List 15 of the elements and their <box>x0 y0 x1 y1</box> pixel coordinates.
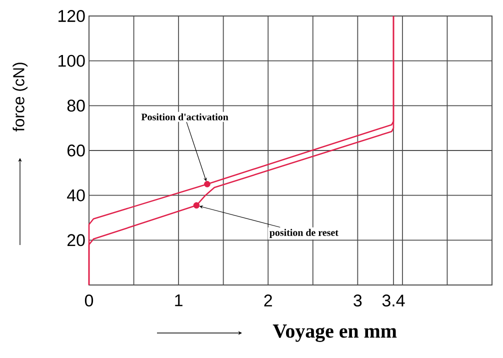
y-tick-label: 120 <box>58 10 85 22</box>
x-tick-label: 3 <box>354 294 362 307</box>
x-tick-label: 0 <box>84 294 94 307</box>
x-tick-label: 3.4 <box>382 294 405 307</box>
y-tick-label: 100 <box>58 54 85 67</box>
y-tick-label: 40 <box>67 189 85 202</box>
y-tick-label: 80 <box>67 100 85 112</box>
y-tick-label: 60 <box>68 144 85 156</box>
x-axis-title: Voyage en mm <box>272 324 397 342</box>
y-tick-label: 20 <box>68 234 85 246</box>
annotation: position de reset <box>270 228 338 238</box>
annotation: Position d'activation <box>141 113 228 120</box>
y-axis-title: force (cN) <box>12 62 28 132</box>
x-tick-label: 1 <box>175 294 182 306</box>
x-tick-label: 2 <box>264 294 272 306</box>
